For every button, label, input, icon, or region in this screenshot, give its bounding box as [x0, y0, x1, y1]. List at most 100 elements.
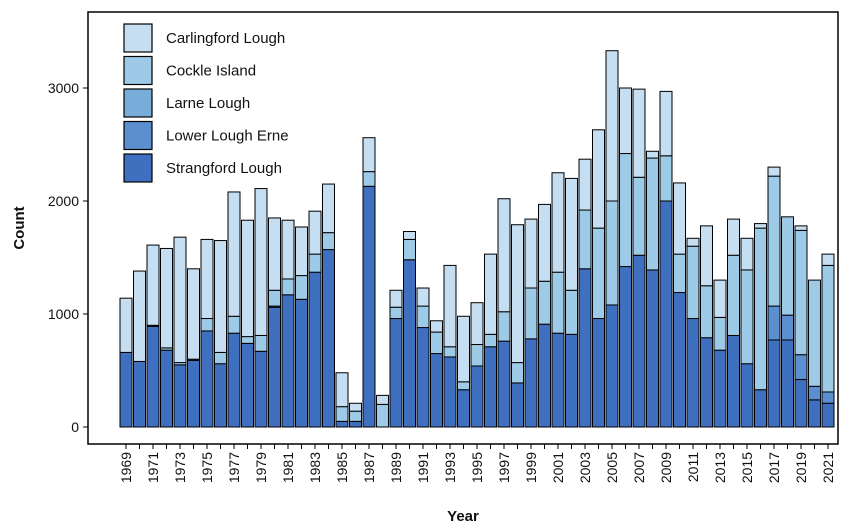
x-tick-label-1995: 1995	[469, 452, 485, 483]
bar-1990-carlingford-lough	[403, 231, 416, 240]
bar-2014-carlingford-lough	[727, 218, 740, 256]
bar-2003-cockle-island	[578, 209, 592, 270]
bar-1996-strangford-lough	[484, 346, 497, 428]
bar-2016-cockle-island	[754, 227, 767, 391]
x-axis-title: Year	[447, 508, 479, 525]
bar-1981-cockle-island	[281, 278, 295, 296]
bar-1991-carlingford-lough	[416, 287, 430, 307]
bar-1998-cockle-island	[511, 362, 524, 384]
bar-2009-carlingford-lough	[659, 90, 673, 157]
bar-2002-strangford-lough	[565, 333, 578, 428]
x-tick-label-2005: 2005	[604, 452, 620, 483]
bar-1993-cockle-island	[443, 346, 457, 358]
bar-2000-carlingford-lough	[538, 203, 551, 282]
bar-1973-carlingford-lough	[173, 236, 187, 364]
bar-2005-carlingford-lough	[605, 50, 619, 202]
x-tick-label-1981: 1981	[280, 452, 296, 483]
bar-2019-carlingford-lough	[794, 225, 808, 231]
bar-2010-strangford-lough	[673, 292, 686, 428]
bar-2008-carlingford-lough	[646, 150, 659, 159]
bar-1995-carlingford-lough	[470, 302, 484, 346]
x-tick-label-1975: 1975	[199, 452, 215, 483]
bar-1998-strangford-lough	[511, 382, 524, 428]
bar-1990-strangford-lough	[403, 259, 416, 428]
bar-2007-strangford-lough	[632, 254, 646, 428]
bar-1988-cockle-island	[376, 403, 389, 428]
bar-1993-carlingford-lough	[443, 264, 457, 348]
bar-2019-cockle-island	[794, 229, 808, 356]
bar-1971-strangford-lough	[146, 325, 160, 428]
bar-2007-cockle-island	[632, 176, 646, 256]
bar-1995-cockle-island	[470, 344, 484, 367]
bar-2017-strangford-lough	[767, 339, 781, 428]
bar-1989-carlingford-lough	[389, 289, 403, 308]
x-tick-label-1989: 1989	[388, 452, 404, 483]
bar-1977-carlingford-lough	[227, 191, 241, 317]
bar-1981-strangford-lough	[281, 294, 295, 428]
bar-2000-cockle-island	[538, 280, 551, 325]
bar-1977-cockle-island	[227, 315, 241, 334]
bar-2004-cockle-island	[592, 227, 605, 320]
x-tick-label-1987: 1987	[361, 452, 377, 483]
x-tick-label-2003: 2003	[577, 452, 593, 483]
bar-1982-strangford-lough	[295, 298, 308, 428]
bar-1969-carlingford-lough	[119, 297, 133, 353]
bar-1986-strangford-lough	[349, 420, 362, 428]
x-tick-label-1969: 1969	[118, 452, 134, 483]
legend-label-cockle-island: Cockle Island	[166, 63, 256, 80]
bar-2011-strangford-lough	[686, 318, 700, 428]
bar-1983-carlingford-lough	[308, 210, 322, 255]
bar-2010-cockle-island	[673, 253, 686, 294]
bar-1983-strangford-lough	[308, 271, 322, 428]
bar-1984-strangford-lough	[322, 249, 335, 428]
bar-1987-carlingford-lough	[362, 137, 376, 173]
bar-1977-strangford-lough	[227, 332, 241, 428]
bar-2018-cockle-island	[781, 216, 794, 316]
x-tick-label-2019: 2019	[793, 452, 809, 483]
x-tick-label-1971: 1971	[145, 452, 161, 483]
x-tick-label-1997: 1997	[496, 452, 512, 483]
x-tick-label-1985: 1985	[334, 452, 350, 483]
x-tick-label-1979: 1979	[253, 452, 269, 483]
bar-2021-lower-lough-erne	[821, 391, 835, 404]
bar-2007-carlingford-lough	[632, 88, 646, 178]
bar-2020-cockle-island	[808, 279, 821, 387]
x-tick-label-2015: 2015	[739, 452, 755, 483]
bar-2005-cockle-island	[605, 200, 619, 306]
bar-1989-strangford-lough	[389, 318, 403, 428]
x-axis: 1969 1971 1973 1975 1977 1979 1981 1983 1985 1987…	[118, 444, 836, 483]
bar-1972-carlingford-lough	[160, 247, 173, 349]
bar-2012-strangford-lough	[700, 337, 713, 428]
bar-1998-carlingford-lough	[511, 224, 524, 364]
bar-2011-carlingford-lough	[686, 237, 700, 247]
bar-2012-carlingford-lough	[700, 225, 713, 287]
x-tick-label-2001: 2001	[550, 452, 566, 483]
bar-2013-carlingford-lough	[713, 279, 727, 318]
bar-2018-lower-lough-erne	[781, 314, 794, 341]
legend-swatch-lower-lough-erne	[123, 120, 153, 151]
bar-2006-strangford-lough	[619, 266, 632, 428]
x-tick-label-1999: 1999	[523, 452, 539, 483]
bar-1991-cockle-island	[416, 305, 430, 329]
bar-2016-strangford-lough	[754, 389, 767, 428]
bar-2003-strangford-lough	[578, 268, 592, 428]
bar-2021-carlingford-lough	[821, 253, 835, 266]
y-axis: 0 1000 2000 3000	[48, 80, 88, 435]
bar-1980-carlingford-lough	[268, 217, 281, 291]
bar-2015-cockle-island	[740, 269, 754, 365]
legend-label-larne-lough: Larne Lough	[166, 95, 250, 112]
bar-1976-strangford-lough	[214, 363, 227, 428]
bar-2001-cockle-island	[551, 271, 565, 334]
bar-1993-strangford-lough	[443, 356, 457, 428]
bar-1970-strangford-lough	[133, 360, 146, 428]
bar-1975-strangford-lough	[200, 330, 214, 428]
bar-1976-cockle-island	[214, 351, 227, 365]
bar-2010-carlingford-lough	[673, 182, 686, 255]
bar-1978-cockle-island	[241, 336, 254, 344]
bar-1994-cockle-island	[457, 381, 470, 391]
bar-2013-strangford-lough	[713, 349, 727, 428]
bar-2017-cockle-island	[767, 175, 781, 307]
bar-1994-strangford-lough	[457, 389, 470, 428]
bar-1985-strangford-lough	[335, 420, 349, 428]
bar-2001-carlingford-lough	[551, 172, 565, 273]
